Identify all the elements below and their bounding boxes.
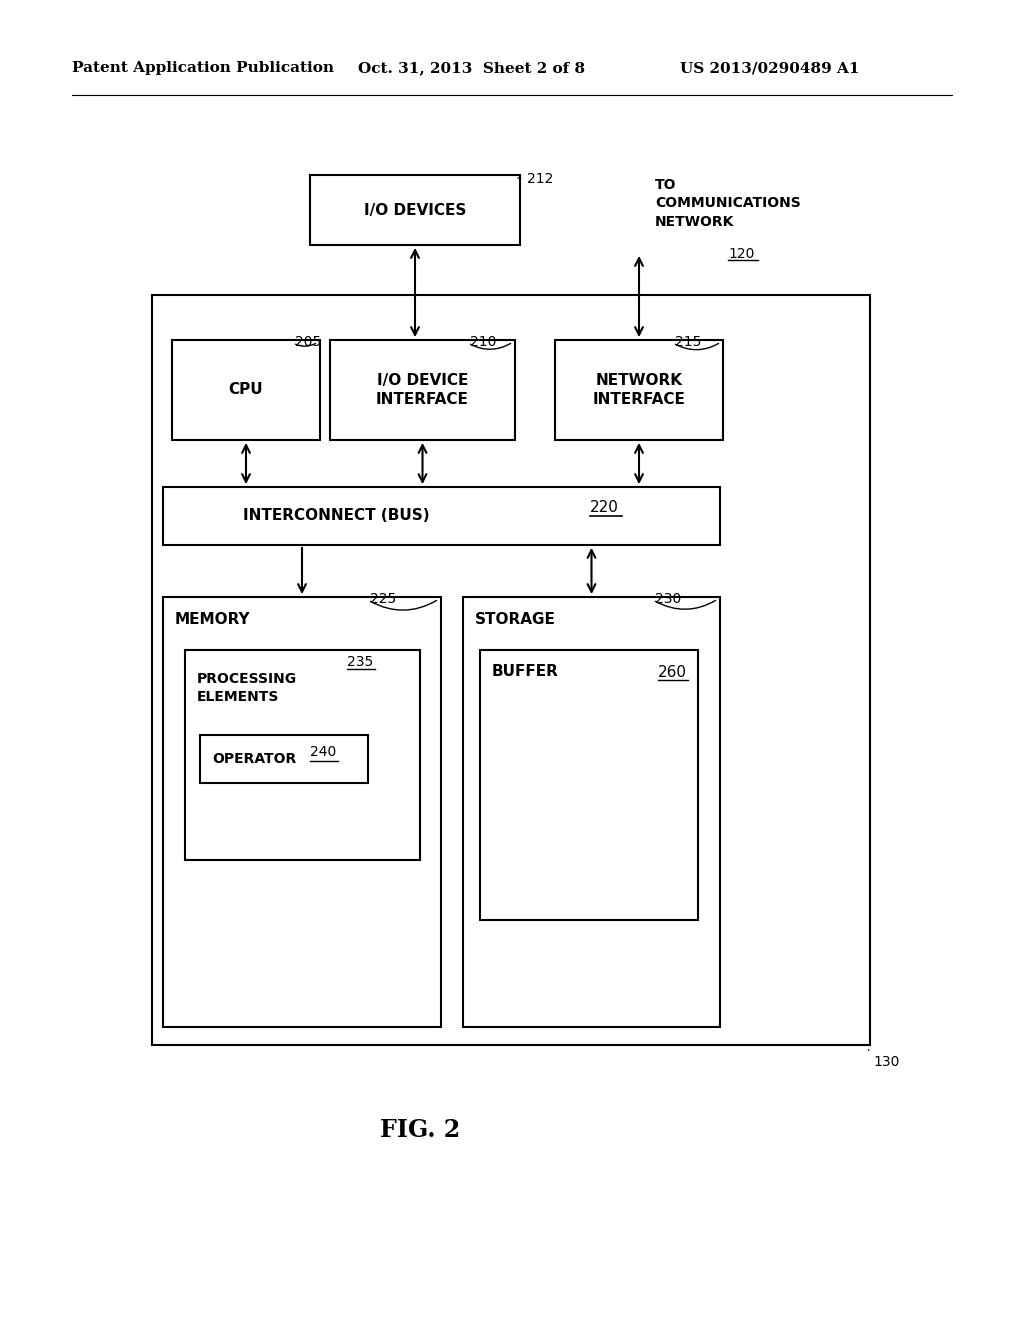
Bar xyxy=(185,649,420,861)
Text: BUFFER: BUFFER xyxy=(492,664,559,680)
Bar xyxy=(210,744,378,793)
Bar xyxy=(152,294,870,1045)
Bar xyxy=(163,597,441,1027)
Bar xyxy=(463,597,720,1027)
Bar xyxy=(330,341,515,440)
Text: 230: 230 xyxy=(655,591,681,606)
Text: 120: 120 xyxy=(728,247,755,261)
Text: 225: 225 xyxy=(370,591,396,606)
Text: STORAGE: STORAGE xyxy=(475,611,556,627)
Text: 205: 205 xyxy=(295,335,322,348)
Text: 215: 215 xyxy=(675,335,701,348)
Text: Oct. 31, 2013  Sheet 2 of 8: Oct. 31, 2013 Sheet 2 of 8 xyxy=(358,61,585,75)
Text: 130: 130 xyxy=(873,1055,899,1069)
Text: 240: 240 xyxy=(310,744,336,759)
Text: TO
COMMUNICATIONS
NETWORK: TO COMMUNICATIONS NETWORK xyxy=(655,178,801,228)
Text: 235: 235 xyxy=(347,655,374,669)
Text: NETWORK
INTERFACE: NETWORK INTERFACE xyxy=(593,372,685,408)
Text: CPU: CPU xyxy=(228,383,263,397)
Text: INTERCONNECT (BUS): INTERCONNECT (BUS) xyxy=(243,508,430,524)
Bar xyxy=(310,176,520,246)
Text: MEMORY: MEMORY xyxy=(175,611,251,627)
Bar xyxy=(200,735,368,783)
Bar xyxy=(163,487,720,545)
Bar xyxy=(172,341,319,440)
Text: I/O DEVICES: I/O DEVICES xyxy=(364,202,466,218)
Text: OPERATOR: OPERATOR xyxy=(212,752,296,766)
Bar xyxy=(480,649,698,920)
Text: FIG. 2: FIG. 2 xyxy=(380,1118,460,1142)
Text: I/O DEVICE
INTERFACE: I/O DEVICE INTERFACE xyxy=(376,372,469,408)
Text: PROCESSING
ELEMENTS: PROCESSING ELEMENTS xyxy=(197,672,297,705)
Text: Patent Application Publication: Patent Application Publication xyxy=(72,61,334,75)
Bar xyxy=(182,350,330,450)
Bar xyxy=(555,341,723,440)
Bar xyxy=(205,741,373,788)
Text: US 2013/0290489 A1: US 2013/0290489 A1 xyxy=(680,61,859,75)
Text: 220: 220 xyxy=(590,499,618,515)
Text: 210: 210 xyxy=(470,335,497,348)
Bar xyxy=(177,345,325,445)
Text: 260: 260 xyxy=(658,665,687,680)
Text: 212: 212 xyxy=(527,172,553,186)
